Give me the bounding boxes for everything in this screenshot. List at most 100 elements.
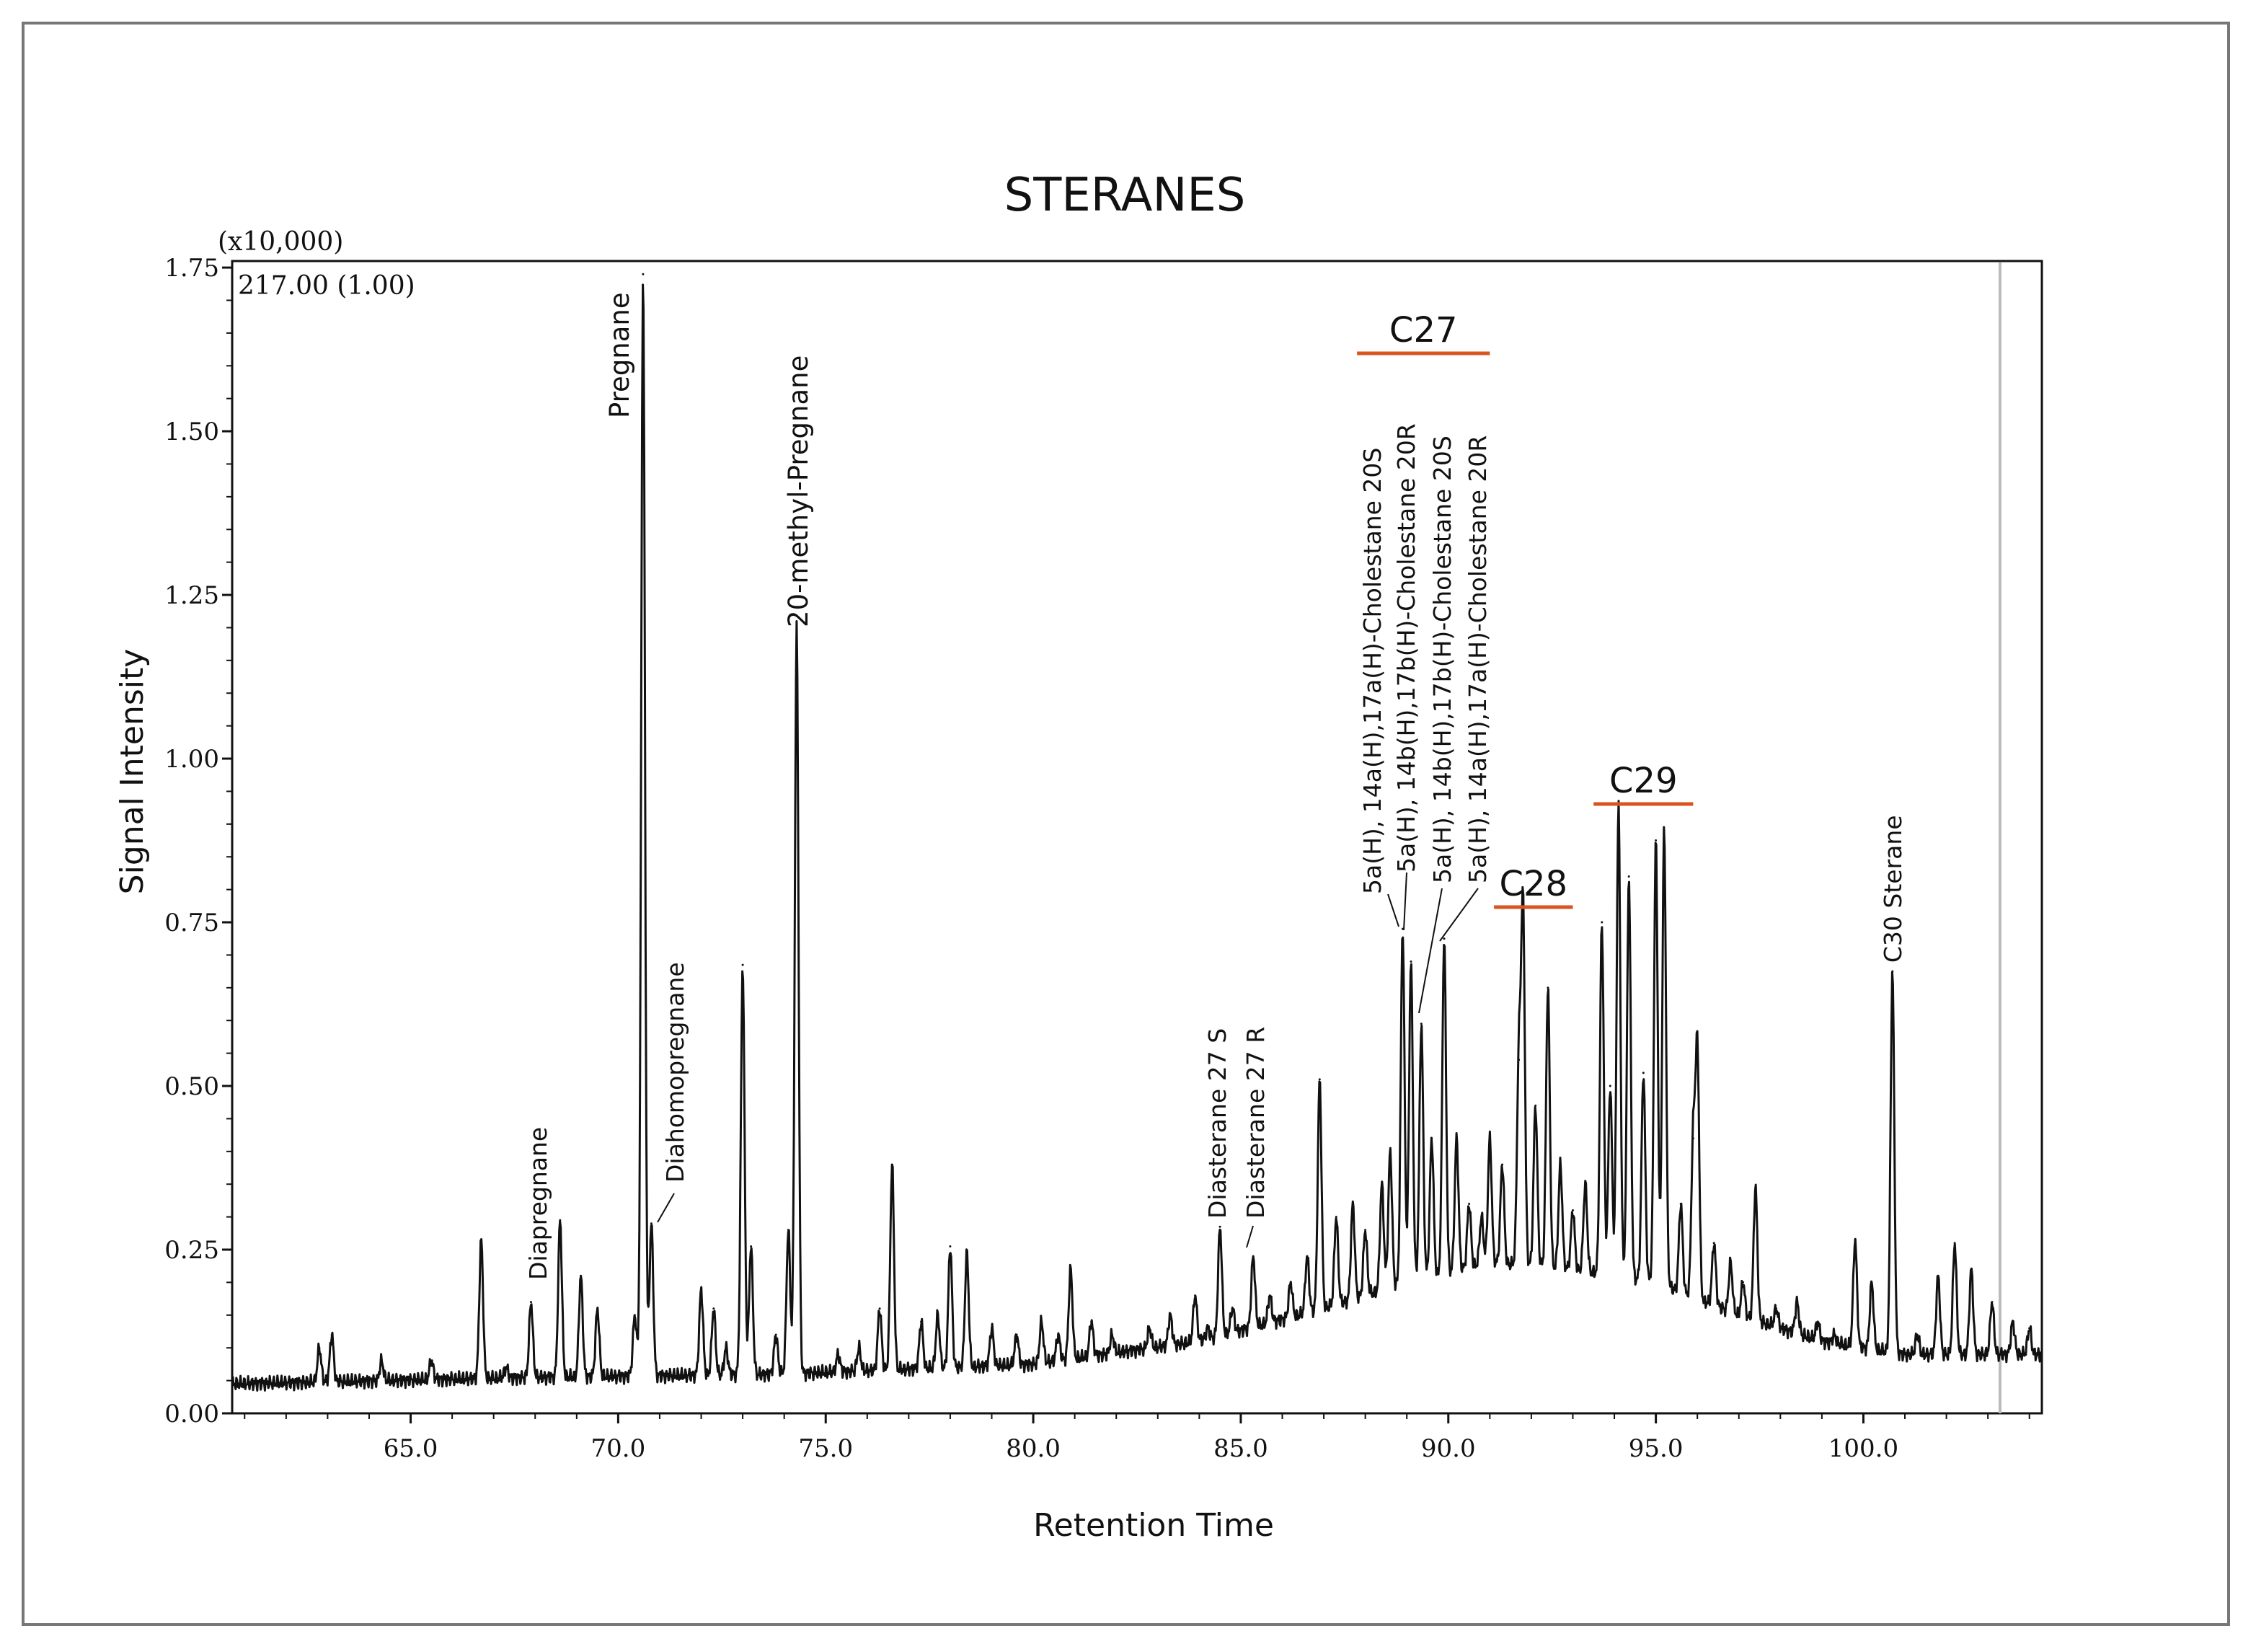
peak-label: Diahomopregnane [661,962,689,1183]
peak-label: Diapregnane [524,1127,552,1280]
peak-apex [1420,1022,1423,1025]
peak-apex [920,1320,923,1323]
peak-apex [633,1314,636,1317]
peak-apex [991,1327,993,1330]
x-tick-label: 90.0 [1421,1434,1476,1463]
peak-leader-line [1246,1225,1254,1248]
peak-apex [1318,1078,1321,1081]
chart-title: STERANES [1004,169,1246,222]
peak-apex [430,1359,433,1362]
peak-apex [1381,1183,1384,1185]
peak-apex [712,1307,715,1310]
peak-apex [1663,829,1666,832]
peak-apex [1306,1255,1309,1258]
peak-apex [1518,1059,1521,1061]
peak-apex [857,1346,860,1349]
peak-apex [596,1307,599,1310]
peak-apex [1148,1327,1151,1330]
peak-apex [318,1346,321,1349]
x-tick-label: 75.0 [798,1434,853,1463]
peak-apex [1559,1163,1562,1166]
peak-leader-line [657,1193,675,1223]
x-tick-label: 70.0 [591,1434,646,1463]
peak-apex [1480,1216,1483,1219]
peak-apex [1627,875,1630,878]
peak-apex [642,273,645,275]
peak-apex [1351,1203,1354,1205]
peak-apex [750,1245,753,1247]
y-tick-label: 1.25 [164,581,219,610]
peak-apex [1501,1163,1504,1166]
y-tick-label: 0.25 [164,1236,219,1265]
peak-apex [1443,937,1446,940]
peak-label: 5a(H), 14a(H),17a(H)-Cholestane 20R [1464,436,1492,883]
peak-apex [1642,1072,1645,1074]
peak-leader-line [1439,888,1479,942]
y-axis-label: Signal Intensity [114,649,151,895]
peak-apex [1609,1085,1611,1087]
peak-apex [1584,1183,1587,1185]
peak-apex [1468,1203,1471,1205]
peak-apex [559,1219,562,1222]
peak-label: Diasterane 27 S [1203,1028,1231,1219]
peak-apex [1816,1320,1819,1323]
peak-leader-line [1403,872,1407,931]
peak-apex [1729,1261,1732,1264]
group-label: C27 [1389,310,1458,350]
peak-apex [878,1307,881,1310]
peak-apex [580,1274,583,1277]
peak-apex [1364,1229,1367,1232]
peak-label: Diasterane 27 R [1242,1027,1270,1219]
peak-apex [1057,1333,1060,1336]
peak-label: C30 Sterane [1879,815,1907,963]
peak-apex [1754,1186,1757,1189]
y-tick-label: 1.75 [164,254,219,283]
peak-apex [1795,1301,1798,1304]
peak-apex [1601,921,1603,924]
y-tick-label: 0.50 [164,1072,219,1101]
peak-apex [2012,1320,2014,1323]
peak-apex [1870,1281,1873,1284]
peak-apex [837,1353,839,1356]
peak-apex [795,627,798,629]
peak-apex [965,1252,968,1255]
peak-apex [1389,1150,1392,1153]
peak-apex [2028,1327,2031,1330]
chromatogram-trace [231,283,2043,1392]
peak-apex [1488,1137,1491,1140]
peak-apex [1833,1333,1836,1336]
peak-apex [1430,1137,1433,1140]
peak-apex [1534,1104,1537,1107]
x-tick-label: 80.0 [1006,1434,1061,1463]
peak-apex [1194,1294,1197,1297]
peak-apex [949,1245,952,1247]
peak-apex [1252,1255,1255,1258]
peak-apex [1891,970,1894,973]
peak-apex [774,1333,777,1336]
peak-apex [890,1163,893,1166]
peak-apex [1218,1225,1221,1228]
peak-apex [1268,1294,1271,1297]
peak-apex [1206,1327,1209,1330]
x-tick-label: 85.0 [1213,1434,1268,1463]
peak-label: 5a(H), 14a(H),17a(H)-Cholestane 20S [1358,448,1386,894]
peak-apex [1231,1307,1234,1310]
peak-label: 20-methyl-Pregnane [783,355,814,627]
peak-apex [1572,1209,1574,1211]
peak-apex [1991,1301,1994,1304]
peak-apex [505,1366,508,1369]
peak-apex [700,1288,702,1290]
x-tick-label: 95.0 [1629,1434,1684,1463]
y-tick-label: 0.00 [164,1400,219,1428]
peak-apex [1712,1242,1715,1245]
y-tick-label: 1.50 [164,418,219,446]
ion-label: 217.00 (1.00) [238,271,415,301]
group-label: C29 [1609,761,1678,801]
peak-apex [1970,1268,1973,1271]
peak-apex [1937,1274,1939,1277]
peak-apex [1854,1238,1857,1241]
peak-leader-line [1418,888,1443,1014]
peak-leader-line [1387,893,1399,927]
peak-apex [1015,1333,1018,1336]
